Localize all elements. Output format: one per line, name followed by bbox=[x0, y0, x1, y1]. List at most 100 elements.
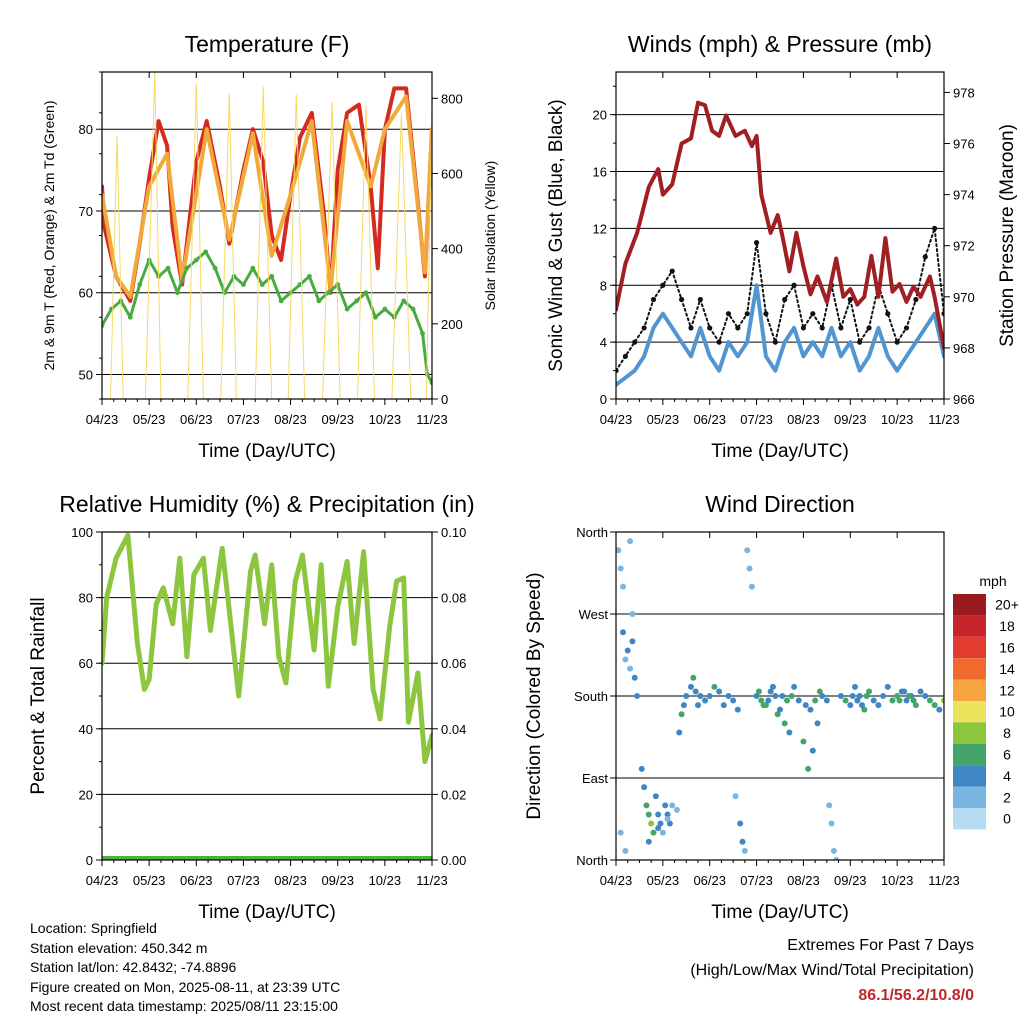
plot-frame bbox=[615, 71, 945, 400]
direction-point bbox=[769, 683, 776, 690]
dewpoint-point bbox=[175, 290, 180, 296]
x-tick-label: 11/23 bbox=[416, 873, 448, 888]
direction-point bbox=[917, 688, 924, 695]
gust-point bbox=[735, 325, 741, 331]
y-tick-label: South bbox=[574, 689, 608, 704]
y2-tick-label: 200 bbox=[441, 317, 463, 332]
y-tick-label: 0 bbox=[600, 392, 607, 407]
direction-point bbox=[851, 683, 858, 690]
direction-point bbox=[791, 683, 798, 690]
dewpoint-point bbox=[354, 298, 359, 304]
gust-point bbox=[847, 296, 853, 303]
direction-point bbox=[910, 697, 917, 704]
extremes-subtitle: (High/Low/Max Wind/Total Precipitation) bbox=[690, 962, 974, 979]
extremes-values: 86.1/56.2/10.8/0 bbox=[858, 987, 974, 1004]
x-tick-label: 04/23 bbox=[600, 412, 633, 427]
direction-point bbox=[629, 611, 636, 617]
series-line-solar-insolation bbox=[102, 72, 432, 399]
y-tick-label: 8 bbox=[600, 278, 607, 293]
y-tick-label: 4 bbox=[600, 335, 607, 350]
dewpoint-point bbox=[316, 298, 322, 304]
y2-tick-label: 600 bbox=[441, 166, 463, 181]
direction-point bbox=[741, 847, 748, 854]
direction-point bbox=[655, 811, 662, 818]
x-tick-label: 05/23 bbox=[647, 873, 680, 888]
y2-tick-label: 400 bbox=[441, 242, 463, 257]
x-tick-label: 09/23 bbox=[834, 873, 867, 888]
y-tick-label: East bbox=[582, 771, 608, 786]
station-location: Location: Springfield bbox=[30, 920, 157, 936]
dewpoint-point bbox=[420, 331, 425, 336]
direction-point bbox=[692, 688, 699, 695]
direction-point bbox=[627, 538, 634, 545]
plot-frame bbox=[615, 531, 945, 861]
gust-point bbox=[894, 339, 900, 345]
dewpoint-point bbox=[382, 306, 388, 312]
direction-point bbox=[659, 829, 666, 836]
dewpoint-point bbox=[193, 257, 199, 263]
direction-point bbox=[894, 693, 901, 699]
direction-point bbox=[641, 784, 648, 791]
series-line-sonic-wind bbox=[616, 283, 944, 387]
direction-point bbox=[875, 702, 882, 709]
y-tick-label: North bbox=[576, 853, 608, 868]
y-tick-label: 80 bbox=[79, 122, 93, 137]
dewpoint-point bbox=[184, 265, 190, 271]
direction-point bbox=[863, 693, 870, 699]
direction-point bbox=[870, 697, 877, 704]
direction-point bbox=[725, 693, 732, 699]
direction-point bbox=[847, 702, 854, 709]
y2-axis-label: Station Pressure (Maroon) bbox=[997, 124, 1018, 347]
direction-point bbox=[889, 697, 896, 704]
direction-point bbox=[678, 711, 685, 718]
gust-point bbox=[632, 339, 638, 345]
direction-point bbox=[734, 706, 741, 713]
gust-point bbox=[941, 311, 944, 317]
direction-point bbox=[788, 693, 795, 699]
x-tick-label: 04/23 bbox=[86, 873, 119, 888]
direction-point bbox=[823, 697, 830, 704]
y-tick-label: 80 bbox=[79, 591, 93, 606]
direction-point bbox=[903, 697, 910, 704]
direction-point bbox=[629, 638, 636, 645]
series-line-2m-td bbox=[102, 250, 432, 385]
direction-point bbox=[859, 702, 865, 709]
legend-label: 18 bbox=[999, 618, 1015, 634]
chart-winds: Winds (mph) & Pressure (mb) 0 4 8 12 16 20 966 9… bbox=[546, 31, 1018, 462]
direction-point bbox=[926, 697, 933, 704]
direction-point bbox=[662, 802, 669, 809]
gust-point bbox=[932, 225, 938, 231]
direction-point bbox=[680, 702, 687, 709]
x-tick-label: 05/23 bbox=[133, 873, 166, 888]
legend-swatch bbox=[953, 701, 986, 723]
chart-title: Relative Humidity (%) & Precipitation (i… bbox=[59, 491, 474, 517]
dewpoint-point bbox=[363, 290, 369, 296]
direction-point bbox=[695, 702, 701, 709]
direction-point bbox=[856, 693, 863, 699]
direction-point bbox=[941, 697, 944, 704]
y2-tick-label: 0.00 bbox=[441, 853, 466, 868]
direction-point bbox=[702, 697, 709, 704]
direction-point bbox=[620, 583, 627, 590]
direction-point bbox=[638, 765, 645, 772]
y2-tick-label: 968 bbox=[953, 341, 975, 356]
direction-point bbox=[772, 693, 779, 699]
gust-point bbox=[791, 282, 797, 288]
legend-label: 8 bbox=[1003, 725, 1011, 741]
dewpoint-point bbox=[325, 290, 331, 296]
x-tick-label: 06/23 bbox=[180, 873, 213, 888]
direction-point bbox=[830, 847, 837, 854]
x-tick-label: 10/23 bbox=[881, 873, 914, 888]
direction-point bbox=[697, 693, 704, 699]
legend-swatch bbox=[953, 594, 986, 616]
direction-point bbox=[905, 693, 912, 699]
direction-point bbox=[664, 811, 671, 818]
x-tick-label: 09/23 bbox=[321, 412, 354, 427]
x-tick-label: 06/23 bbox=[693, 873, 726, 888]
y-axis-label: Direction (Colored By Speed) bbox=[524, 572, 545, 819]
direction-point bbox=[690, 674, 697, 681]
y-tick-label: 50 bbox=[79, 367, 93, 382]
y2-tick-label: 974 bbox=[953, 188, 975, 203]
chart-title: Wind Direction bbox=[705, 491, 855, 517]
